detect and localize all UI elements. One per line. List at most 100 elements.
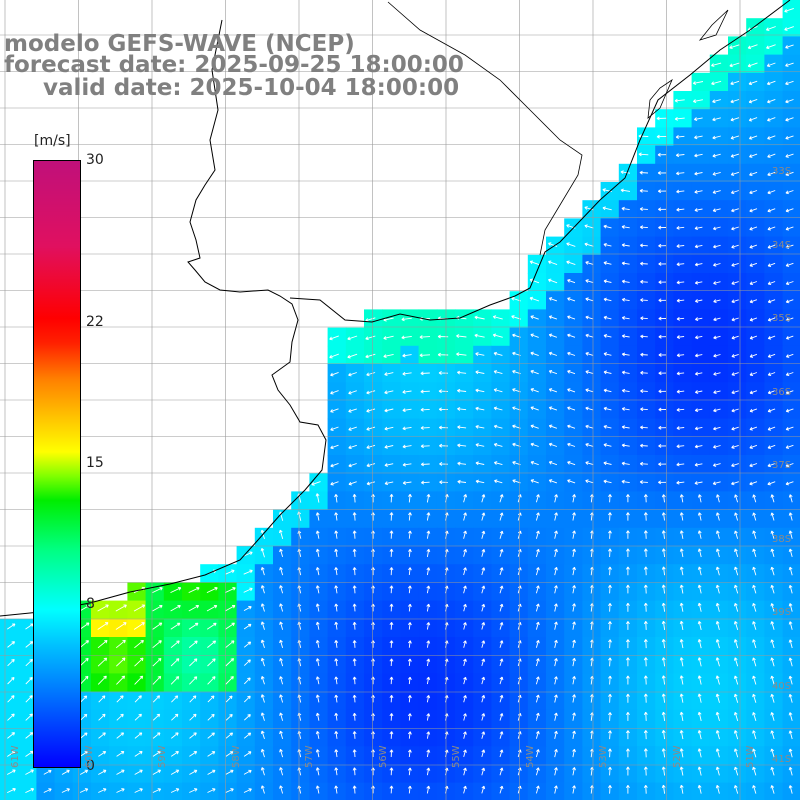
wind-arrow <box>348 444 357 450</box>
wind-arrow <box>475 443 485 447</box>
wind-arrow <box>676 444 685 449</box>
wind-arrow <box>171 695 179 703</box>
wind-arrow <box>770 693 775 703</box>
wind-arrow <box>481 640 486 648</box>
wind-arrow <box>676 189 685 194</box>
wind-arrow <box>788 584 793 594</box>
wind-arrow <box>438 371 449 375</box>
colorbar <box>33 160 81 768</box>
wind-arrow <box>7 641 16 648</box>
wind-arrow <box>785 299 794 304</box>
wind-arrow <box>676 298 685 303</box>
wind-arrow <box>352 785 357 794</box>
wind-arrow <box>697 730 702 740</box>
wind-arrow <box>694 481 703 485</box>
wind-arrow <box>243 788 252 793</box>
wind-arrow <box>785 463 794 468</box>
wind-arrow <box>260 748 265 758</box>
wind-arrow <box>499 548 504 557</box>
title-forecast-date: forecast date: 2025-09-25 18:00:00 <box>4 52 464 78</box>
wind-arrow <box>715 784 720 794</box>
wind-arrow <box>785 408 794 413</box>
wind-arrow <box>729 44 740 50</box>
latitude-label: 33S <box>772 166 792 177</box>
wind-arrow <box>767 353 776 358</box>
wind-arrow <box>712 153 721 158</box>
wind-arrow <box>620 170 631 175</box>
wind-arrow <box>643 784 648 794</box>
wind-arrow <box>640 407 648 412</box>
wind-arrow <box>731 317 739 322</box>
wind-arrow <box>189 788 198 793</box>
wind-arrow <box>694 208 703 212</box>
wind-arrow <box>784 7 794 13</box>
wind-arrow <box>260 676 265 685</box>
wind-arrow <box>694 153 703 158</box>
wind-arrow <box>535 694 540 703</box>
wind-arrow <box>712 208 721 213</box>
wind-arrow <box>767 208 776 213</box>
wind-arrow <box>97 657 108 667</box>
wind-arrow <box>697 766 702 776</box>
wind-arrow <box>713 426 721 431</box>
wind-arrow <box>481 785 486 794</box>
wind-arrow <box>420 426 430 430</box>
wind-arrow <box>225 751 234 757</box>
wind-arrow <box>621 425 630 430</box>
wind-arrow <box>352 676 357 685</box>
wind-arrow <box>585 279 594 284</box>
wind-arrow <box>389 658 394 667</box>
coastline-river-plate <box>0 19 327 617</box>
wind-arrow <box>676 371 685 376</box>
wind-arrow <box>98 751 107 757</box>
wind-arrow <box>79 751 88 757</box>
wind-arrow <box>608 603 612 612</box>
wind-arrow <box>621 407 630 411</box>
wind-arrow <box>116 732 125 739</box>
wind-arrow <box>788 748 793 758</box>
wind-arrow <box>463 785 467 794</box>
wind-arrow <box>567 388 576 393</box>
wind-arrow <box>658 334 667 339</box>
wind-arrow <box>243 551 253 557</box>
wind-arrow <box>170 640 180 649</box>
wind-arrow <box>352 767 357 776</box>
wind-arrow <box>730 171 740 176</box>
wind-arrow <box>408 567 412 576</box>
wind-arrow <box>640 389 648 393</box>
wind-arrow <box>572 639 576 648</box>
wind-arrow <box>98 788 107 793</box>
wind-arrow <box>567 297 576 302</box>
wind-arrow <box>626 494 630 503</box>
wind-arrow <box>788 530 793 539</box>
wind-arrow <box>748 135 758 140</box>
wind-arrow <box>620 188 631 193</box>
wind-arrow <box>785 281 794 286</box>
wind-arrow <box>7 623 16 630</box>
wind-arrow <box>383 335 394 340</box>
wind-arrow <box>189 751 198 757</box>
wind-arrow <box>658 407 667 412</box>
wind-arrow <box>384 444 394 449</box>
wind-arrow <box>715 711 720 722</box>
wind-arrow <box>770 766 775 776</box>
wind-arrow <box>554 658 558 667</box>
wind-arrow <box>334 603 339 612</box>
wind-arrow <box>676 244 685 249</box>
wind-arrow <box>585 461 594 466</box>
wind-arrow <box>493 406 503 411</box>
wind-arrow <box>535 749 540 758</box>
wind-arrow <box>730 117 740 122</box>
wind-arrow <box>189 676 198 685</box>
wind-arrow <box>389 731 394 739</box>
wind-arrow <box>347 335 358 341</box>
wind-cell <box>109 673 128 693</box>
wind-arrow <box>679 693 684 703</box>
wind-arrow <box>661 766 666 776</box>
wind-cell <box>782 618 800 638</box>
wind-arrow <box>134 713 142 721</box>
wind-arrow <box>572 548 576 557</box>
wind-arrow <box>79 675 89 685</box>
wind-arrow <box>512 442 521 447</box>
wind-arrow <box>384 426 394 431</box>
